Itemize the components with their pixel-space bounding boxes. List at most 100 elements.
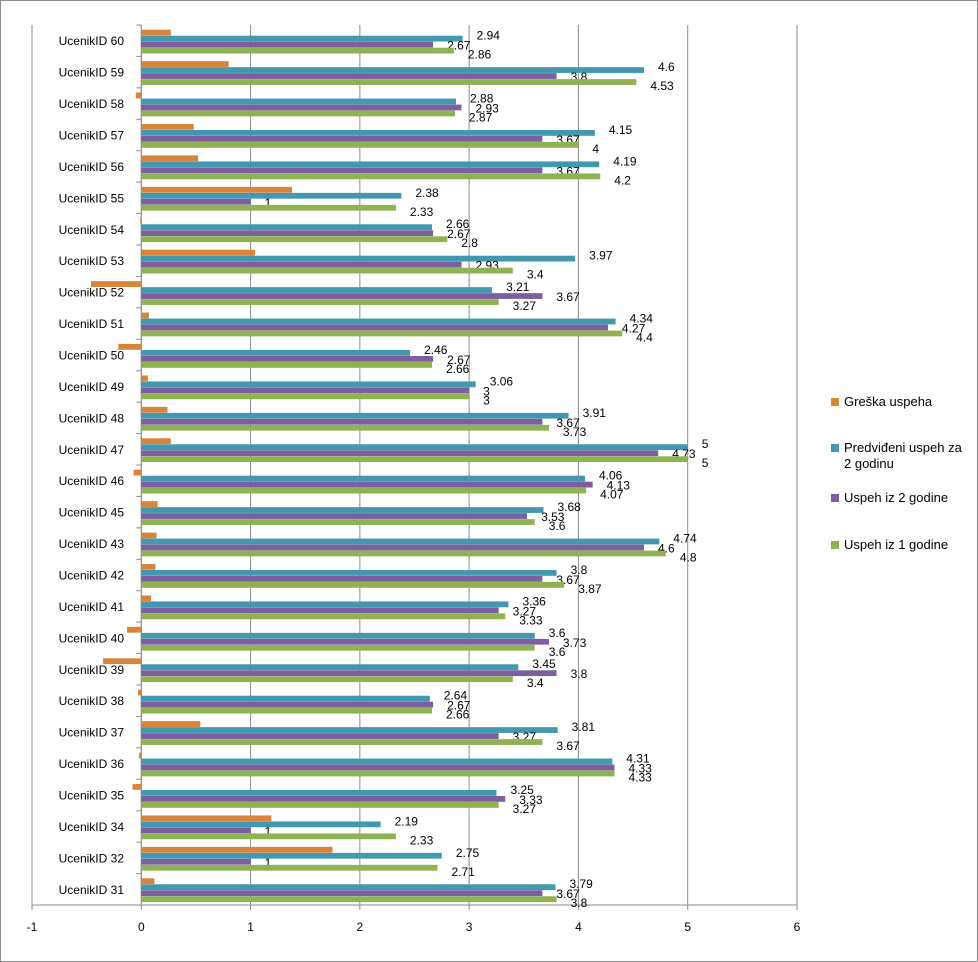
legend-item-series-0: Greška uspeha [831,394,969,410]
category-label-5: UcenikID 55 [59,191,125,205]
data-label-series-3-row-16: 4.8 [680,550,697,564]
data-label-series-2-row-6: 2.67 [447,227,471,241]
legend-item-series-3: Uspeh iz 1 godine [831,537,969,553]
legend-label-series-2: Uspeh iz 2 godine [844,490,949,505]
data-label-series-3-row-3: 4 [592,142,599,156]
data-label-series-1-row-18: 3.36 [522,594,546,608]
bar-series-0-row-15 [141,501,158,507]
bar-series-3-row-2 [141,110,455,117]
x-tick-label-2: 1 [247,920,254,934]
bar-series-2-row-16 [141,544,645,551]
bar-series-3-row-0 [141,47,454,54]
data-label-series-1-row-21: 2.64 [444,689,468,703]
bar-series-0-row-12 [141,406,168,413]
category-label-24: UcenikID 35 [59,789,125,803]
bar-series-2-row-27 [141,890,543,897]
data-label-series-3-row-7: 3.4 [527,268,544,282]
bar-series-2-row-12 [141,418,543,425]
data-label-series-1-row-5: 2.38 [415,186,439,200]
bar-series-2-row-23 [141,764,615,771]
data-label-series-1-row-3: 4.15 [609,123,633,137]
data-label-series-2-row-10: 2.67 [447,353,471,367]
bar-series-3-row-14 [141,487,587,494]
data-label-series-1-row-9: 4.34 [630,311,654,325]
bar-series-3-row-16 [141,550,666,557]
data-label-series-2-row-21: 2.67 [447,699,471,713]
data-label-series-3-row-0: 2.86 [468,48,492,62]
data-label-series-1-row-1: 4.6 [658,60,675,74]
category-label-22: UcenikID 37 [59,726,125,740]
bar-series-2-row-0 [141,41,434,48]
data-label-series-3-row-9: 4.4 [636,330,653,344]
data-label-series-3-row-19: 3.6 [549,645,566,659]
bar-series-1-row-11 [141,381,476,388]
bar-series-0-row-19 [127,626,142,633]
data-label-series-2-row-20: 3.8 [571,667,588,681]
category-label-21: UcenikID 38 [59,694,125,708]
bar-series-0-row-0 [141,29,171,36]
data-label-series-3-row-12: 3.73 [563,425,587,439]
data-label-series-1-row-14: 4.06 [599,469,623,483]
bar-series-1-row-3 [141,130,595,136]
bar-series-0-row-27 [141,878,155,885]
category-label-15: UcenikID 45 [59,506,125,520]
bar-series-2-row-9 [141,324,608,331]
bar-series-0-row-5 [141,186,293,193]
x-tick-label-4: 3 [466,920,473,934]
bar-series-0-row-17 [141,564,156,570]
bar-series-0-row-9 [141,312,149,319]
data-label-series-2-row-14: 4.13 [607,479,631,493]
bar-series-2-row-17 [141,576,543,582]
data-label-series-3-row-11: 3 [483,393,490,407]
data-label-series-1-row-26: 2.75 [456,846,480,860]
bar-series-2-row-6 [141,230,434,237]
category-label-27: UcenikID 31 [59,883,125,897]
bar-series-1-row-10 [141,350,411,356]
bar-series-0-row-23 [139,752,142,759]
bar-series-1-row-26 [141,852,442,859]
bar-series-3-row-13 [141,456,688,463]
bar-series-3-row-4 [141,173,601,180]
bar-series-0-row-11 [141,375,148,382]
data-label-series-1-row-25: 2.19 [395,814,419,828]
data-label-series-2-row-11: 3 [483,384,490,398]
bar-series-3-row-1 [141,79,637,85]
bar-series-1-row-6 [141,224,432,231]
data-label-series-2-row-12: 3.67 [556,416,580,430]
bar-series-0-row-16 [141,532,157,539]
bar-series-3-row-12 [141,424,549,431]
bar-series-2-row-14 [141,481,593,488]
category-label-16: UcenikID 43 [59,537,125,551]
x-tick-label-3: 2 [357,920,364,934]
bar-series-0-row-24 [132,784,142,790]
category-label-10: UcenikID 50 [59,349,125,363]
bar-series-3-row-15 [141,519,535,525]
bar-series-2-row-7 [141,261,462,268]
data-label-series-1-row-7: 3.97 [589,249,613,263]
bar-series-0-row-8 [91,281,142,287]
bar-series-0-row-13 [141,438,171,445]
bar-series-1-row-18 [141,601,509,608]
bar-series-2-row-11 [141,387,470,394]
bar-series-3-row-8 [141,299,499,305]
bar-series-2-row-5 [141,198,251,205]
bar-series-3-row-22 [141,739,543,745]
bar-series-0-row-22 [141,721,201,727]
category-label-7: UcenikID 53 [59,254,125,268]
category-label-6: UcenikID 54 [59,223,125,237]
bar-series-3-row-24 [141,802,499,808]
data-label-series-2-row-19: 3.73 [563,636,587,650]
legend-swatch-series-1 [831,444,839,452]
data-label-series-2-row-27: 3.67 [556,887,580,901]
legend-swatch-series-3 [831,541,839,549]
bar-series-3-row-18 [141,613,506,620]
bar-series-3-row-27 [141,896,557,903]
category-label-0: UcenikID 60 [59,34,125,48]
bar-series-1-row-17 [141,570,557,576]
bar-series-2-row-8 [141,293,543,299]
x-tick-label-7: 6 [794,920,801,934]
bar-series-0-row-2 [135,92,142,99]
bar-series-3-row-20 [141,676,513,683]
data-label-series-1-row-13: 5 [702,437,709,451]
data-label-series-1-row-8: 3.21 [506,280,530,294]
